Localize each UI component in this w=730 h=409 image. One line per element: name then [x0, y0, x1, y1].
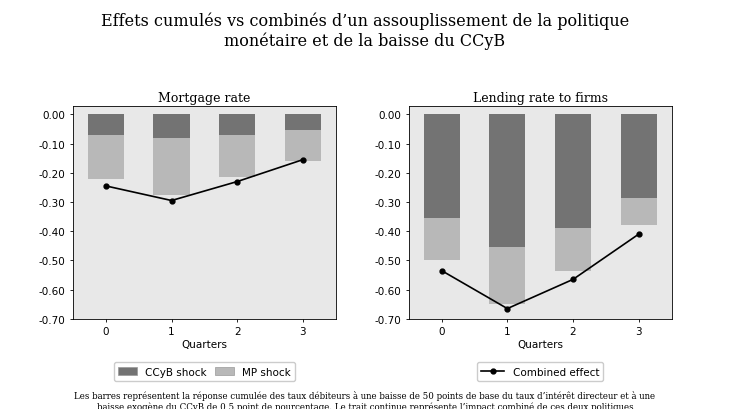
Combined effect [634, 232, 643, 237]
Bar [489, 247, 526, 304]
Text: Effets cumulés vs combinés d’un assouplissement de la politique
monétaire et de : Effets cumulés vs combinés d’un assoupli… [101, 12, 629, 50]
Combined effect [503, 306, 512, 311]
X-axis label: Quarters: Quarters [517, 339, 564, 349]
Text: Les barres représentent la réponse cumulée des taux débiteurs à une baisse de 50: Les barres représentent la réponse cumul… [74, 391, 656, 409]
Line: Combined effect: Combined effect [104, 158, 305, 203]
Bar [88, 135, 124, 179]
Combined effect [101, 184, 110, 189]
Combined effect [167, 199, 176, 204]
Legend: CCyB shock, MP shock: CCyB shock, MP shock [114, 362, 295, 381]
Bar [88, 115, 124, 135]
Bar [489, 115, 526, 247]
Bar [620, 198, 657, 226]
Bar [423, 218, 460, 261]
Combined effect [233, 180, 242, 184]
Legend: Combined effect: Combined effect [477, 362, 603, 381]
Combined effect [299, 158, 307, 163]
Bar [555, 229, 591, 271]
Title: Lending rate to firms: Lending rate to firms [473, 92, 607, 105]
Bar [285, 131, 321, 162]
Bar [219, 135, 256, 178]
Line: Combined effect: Combined effect [439, 232, 641, 311]
Combined effect [437, 268, 446, 273]
Bar [285, 115, 321, 131]
Title: Mortgage rate: Mortgage rate [158, 92, 250, 105]
Bar [219, 115, 256, 135]
Bar [555, 115, 591, 229]
Bar [620, 115, 657, 198]
Combined effect [569, 277, 577, 282]
Bar [153, 115, 190, 138]
X-axis label: Quarters: Quarters [181, 339, 228, 349]
Bar [423, 115, 460, 218]
Bar [153, 138, 190, 195]
